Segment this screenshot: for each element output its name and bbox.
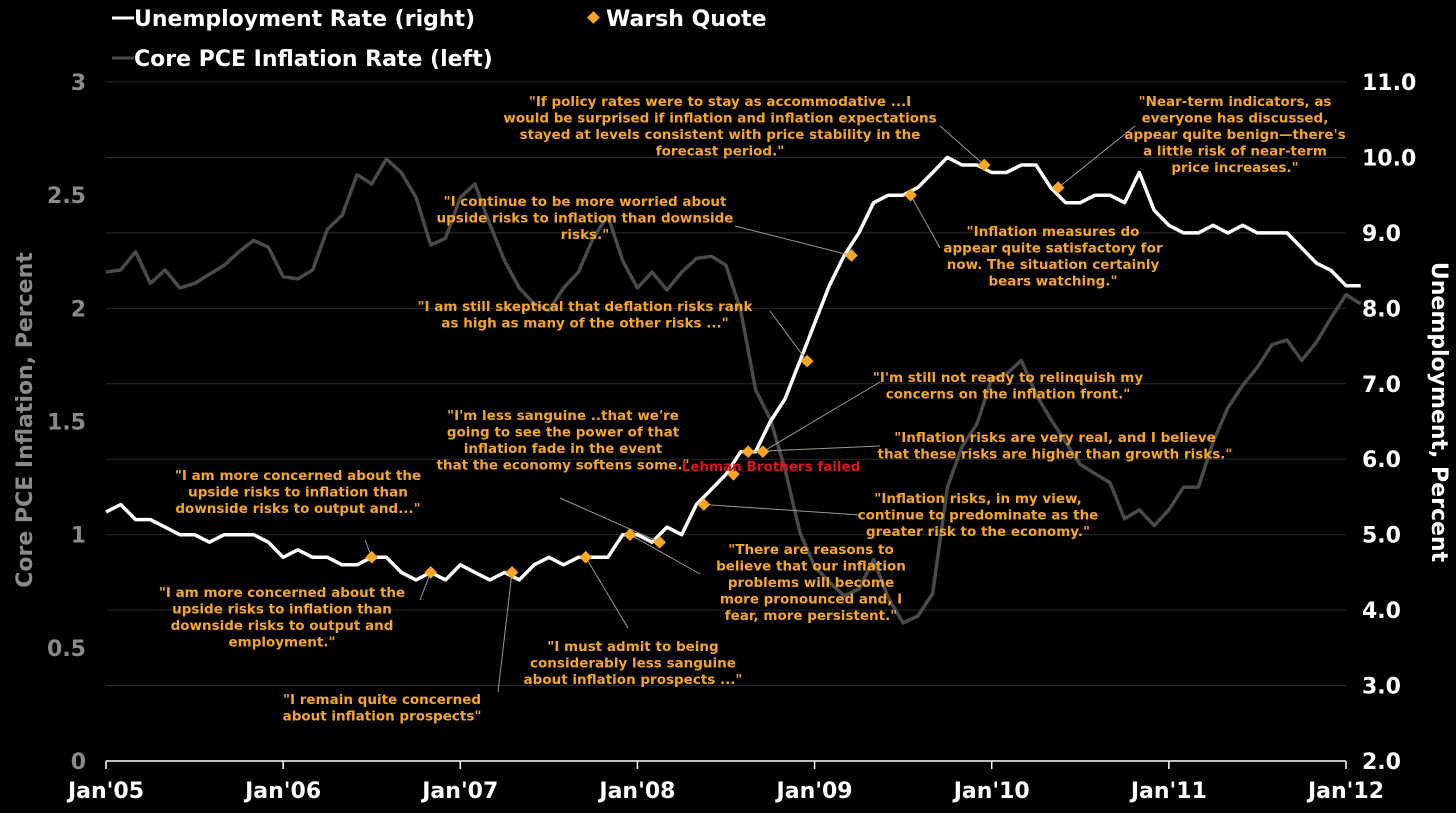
annotation-leader-line xyxy=(748,445,881,453)
x-tick-label: Jan'12 xyxy=(1306,779,1384,804)
x-tick-label: Jan'10 xyxy=(952,779,1030,804)
annotation-leader-line xyxy=(585,557,629,629)
x-tick-label: Jan'08 xyxy=(597,779,675,804)
warsh-quote-annotation: "I am more concerned about the upside ris… xyxy=(175,468,421,517)
y-tick-left: 2 xyxy=(71,297,86,322)
annotation-leader-line xyxy=(703,503,861,516)
y-tick-right: 4.0 xyxy=(1362,599,1401,624)
annotation-leader-line xyxy=(762,381,881,453)
annotation-leader-line xyxy=(419,572,432,601)
warsh-quote-annotation: "Near-term indicators, as everyone has di… xyxy=(1124,94,1345,176)
y-tick-left: 0 xyxy=(71,750,86,775)
warsh-quote-annotation: "Inflation risks are very real, and I be… xyxy=(878,430,1233,463)
y-tick-right: 10.0 xyxy=(1362,146,1416,171)
annotation-leader-line xyxy=(769,310,808,362)
annotation-leader-line xyxy=(1057,125,1136,189)
y-tick-left: 1.5 xyxy=(47,411,86,436)
y-tick-right: 11.0 xyxy=(1362,71,1416,96)
warsh-quote-annotation: "Inflation risks, in my view, continue to… xyxy=(858,491,1099,540)
x-tick-label: Jan'11 xyxy=(1129,779,1207,804)
annotation-leader-line xyxy=(910,194,941,249)
right-axis-ticks: 2.0 3.0 4.0 5.0 6.0 7.0 8.0 9.0 10.0 11.0 xyxy=(1362,71,1416,775)
left-axis-ticks: 0 0.5 1 1.5 2 2.5 3 xyxy=(47,71,86,775)
warsh-quote-annotation: "I remain quite concerned about inflation… xyxy=(283,692,482,725)
warsh-quote-annotation: "Inflation measures do appear quite satis… xyxy=(943,224,1163,290)
y-axis-label-right: Unemployment, Percent xyxy=(1426,262,1451,563)
annotation-leader-line xyxy=(497,572,513,693)
y-tick-right: 2.0 xyxy=(1362,750,1401,775)
x-tick-label: Jan'05 xyxy=(66,779,144,804)
y-tick-left: 2.5 xyxy=(47,184,86,209)
annotation-leader-line xyxy=(629,534,701,575)
grid xyxy=(106,81,1346,687)
series-lines xyxy=(105,155,1362,625)
warsh-quote-annotation: "I'm still not ready to relinquish my con… xyxy=(873,370,1144,403)
warsh-quote-annotation: "I continue to be more worried about upsi… xyxy=(437,194,734,243)
y-tick-left: 1 xyxy=(71,524,86,549)
y-tick-right: 7.0 xyxy=(1362,373,1401,398)
legend: Unemployment Rate (right) Warsh Quote Co… xyxy=(112,7,767,72)
annotation-leaders xyxy=(364,125,1136,693)
y-tick-left: 3 xyxy=(71,71,86,96)
series-line-pce xyxy=(105,157,1362,625)
legend-label-unemployment: Unemployment Rate (right) xyxy=(134,7,475,32)
legend-label-warsh: Warsh Quote xyxy=(606,7,767,32)
annotation-leader-line xyxy=(734,225,852,257)
legend-label-pce: Core PCE Inflation Rate (left) xyxy=(134,47,493,72)
y-axis-label-left: Core PCE Inflation, Percent xyxy=(13,252,38,588)
series-line-unemployment xyxy=(105,155,1361,582)
y-tick-right: 8.0 xyxy=(1362,297,1401,322)
annotations: "If policy rates were to stay as accommo… xyxy=(159,94,1346,725)
warsh-quote-annotation: "I am more concerned about the upside ris… xyxy=(159,585,405,651)
warsh-quote-annotation: "I must admit to being considerably less … xyxy=(524,639,743,688)
annotation-leader-line xyxy=(559,497,660,543)
x-axis-ticks: Jan'05 Jan'06 Jan'07 Jan'08 Jan'09 Jan'10 Jan'… xyxy=(66,761,1384,804)
y-tick-right: 5.0 xyxy=(1362,524,1401,549)
warsh-quote-annotation: "I am still skeptical that deflation ris… xyxy=(417,299,753,332)
x-tick-label: Jan'07 xyxy=(420,779,498,804)
warsh-quote-annotation: "If policy rates were to stay as accommo… xyxy=(503,94,936,160)
x-tick-label: Jan'09 xyxy=(775,779,853,804)
y-tick-left: 0.5 xyxy=(47,637,86,662)
warsh-quote-annotation: "I'm less sanguine ..that we're going to … xyxy=(437,408,690,474)
event-label-lehman: Lehman Brothers failed xyxy=(682,459,861,475)
annotation-leader-line xyxy=(939,125,985,166)
y-tick-right: 6.0 xyxy=(1362,448,1401,473)
y-tick-right: 3.0 xyxy=(1362,675,1401,700)
warsh-quote-annotation: "There are reasons to believe that our in… xyxy=(716,542,906,624)
y-tick-right: 9.0 xyxy=(1362,222,1401,247)
x-tick-label: Jan'06 xyxy=(243,779,321,804)
